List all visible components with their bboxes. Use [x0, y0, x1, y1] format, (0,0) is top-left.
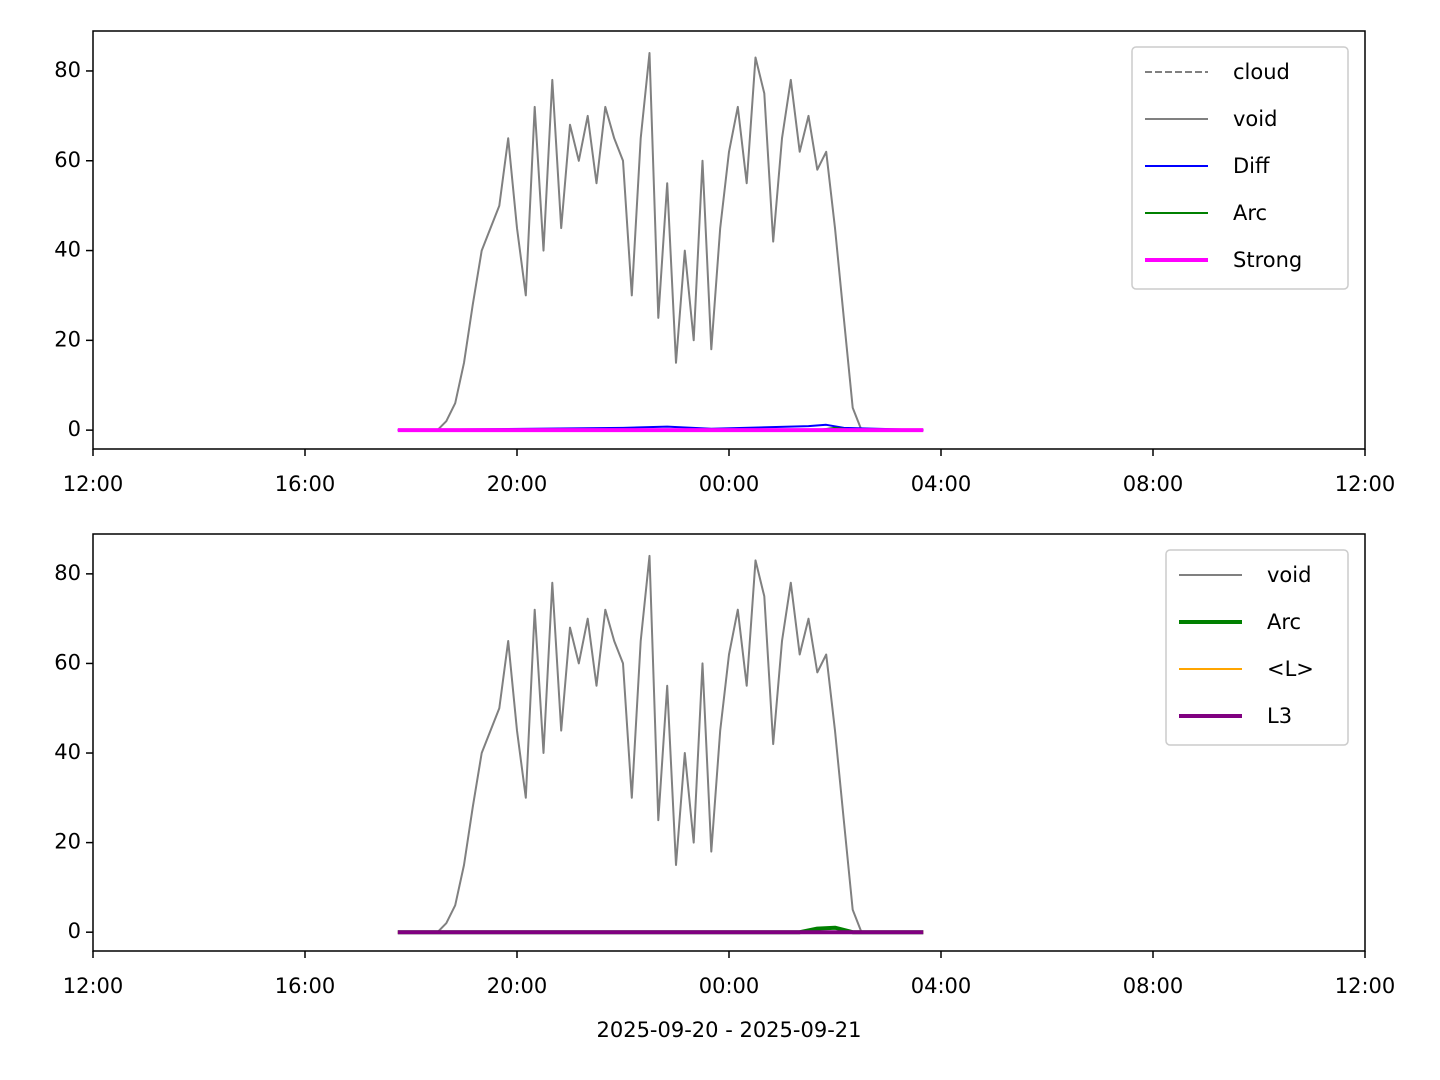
- x-tick-label: 12:00: [1335, 974, 1396, 998]
- legend-box: [1131, 46, 1349, 290]
- x-tick-label: 20:00: [487, 974, 548, 998]
- legend-label: Arc: [1267, 610, 1301, 634]
- y-tick-label: 40: [54, 740, 81, 764]
- legend-label: Arc: [1233, 201, 1267, 225]
- x-tick-label: 16:00: [275, 472, 336, 496]
- axes-frame: [92, 533, 1366, 952]
- x-tick-label: 08:00: [1123, 472, 1184, 496]
- x-tick-label: 12:00: [63, 974, 124, 998]
- series-line: [436, 554, 863, 933]
- y-tick-label: 60: [54, 650, 81, 674]
- x-tick-label: 04:00: [911, 472, 972, 496]
- y-tick-label: 20: [54, 327, 81, 351]
- y-tick-label: 40: [54, 238, 81, 262]
- y-tick-label: 0: [68, 919, 81, 943]
- x-tick-label: 12:00: [1335, 472, 1396, 496]
- plot-area: [93, 534, 1365, 951]
- axes-frame: [92, 30, 1366, 450]
- series-line: [436, 52, 863, 431]
- legend-label: cloud: [1233, 60, 1290, 84]
- y-tick-label: 0: [68, 417, 81, 441]
- legend-label: <L>: [1267, 657, 1314, 681]
- legend-label: Strong: [1233, 248, 1302, 272]
- x-tick-label: 12:00: [63, 472, 124, 496]
- x-tick-label: 04:00: [911, 974, 972, 998]
- y-tick-label: 80: [54, 561, 81, 585]
- x-tick-label: 20:00: [487, 472, 548, 496]
- x-tick-label: 16:00: [275, 974, 336, 998]
- legend-box: [1165, 549, 1349, 746]
- legend-label: void: [1267, 563, 1311, 587]
- y-tick-label: 60: [54, 148, 81, 172]
- y-tick-label: 80: [54, 58, 81, 82]
- x-axis-label: 2025-09-20 - 2025-09-21: [596, 1018, 861, 1042]
- legend-label: L3: [1267, 704, 1292, 728]
- x-tick-label: 08:00: [1123, 974, 1184, 998]
- x-tick-label: 00:00: [699, 472, 760, 496]
- series-line: [397, 423, 924, 432]
- legend-label: Diff: [1233, 154, 1270, 178]
- legend-label: void: [1233, 107, 1277, 131]
- y-tick-label: 20: [54, 830, 81, 854]
- x-tick-label: 00:00: [699, 974, 760, 998]
